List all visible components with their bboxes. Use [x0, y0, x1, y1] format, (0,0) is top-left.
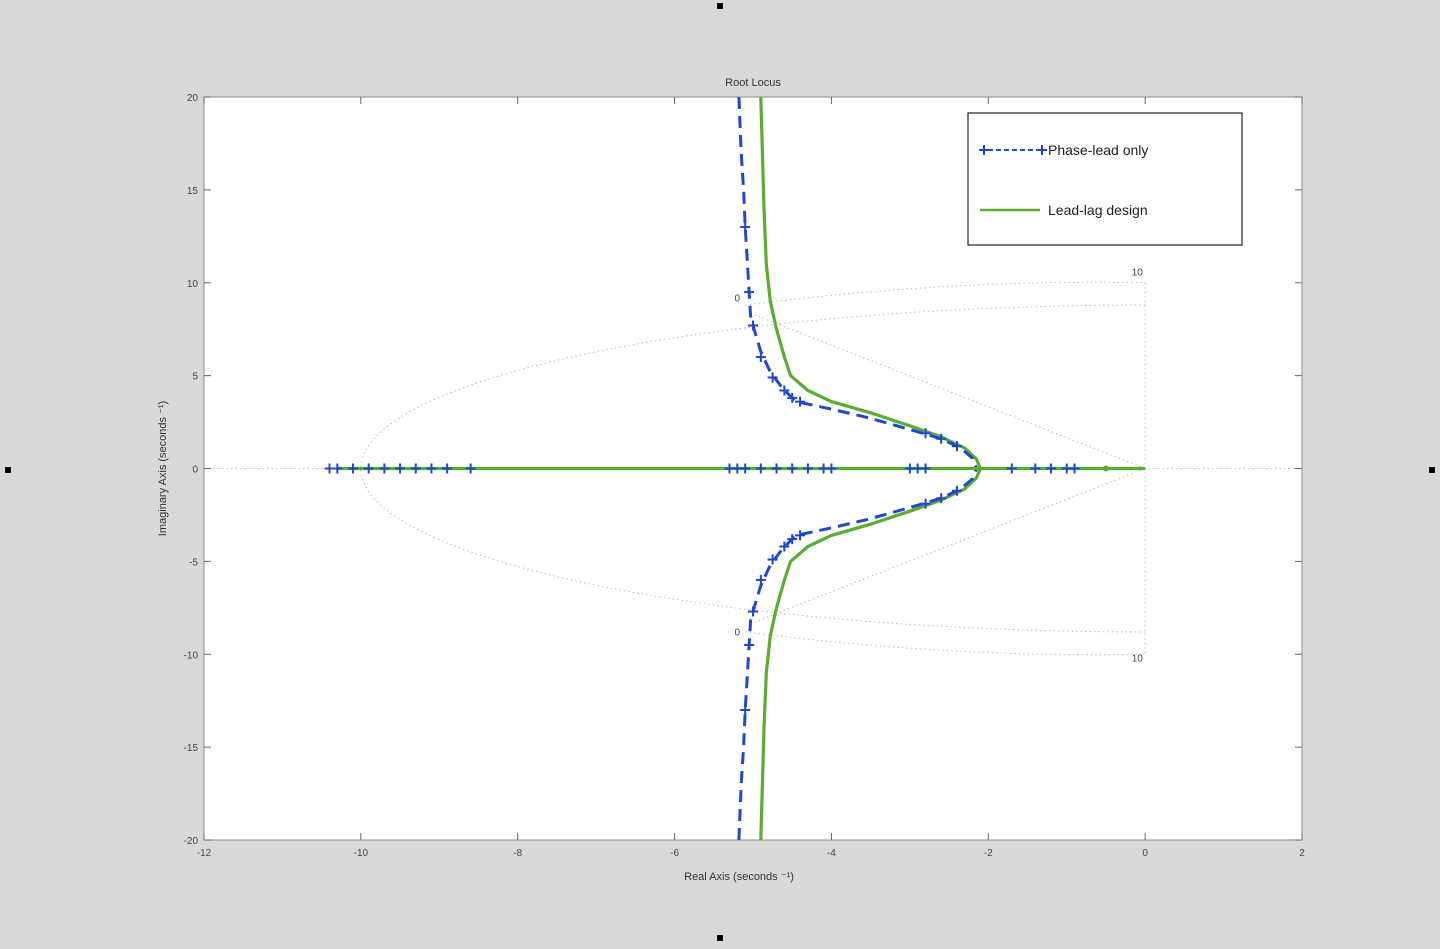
series-lead-lag-marker-0: [1102, 465, 1109, 472]
series-phase-lead-marker-10: [748, 606, 758, 617]
legend-marker-start: [979, 145, 989, 155]
grid-frequency-arc-top: [745, 281, 1146, 306]
y-tick-label: -5: [189, 557, 198, 568]
series-phase-lead-marker-5: [779, 385, 790, 396]
series-phase-lead-marker-15: [795, 530, 806, 541]
grid-annotation-label: 10: [1132, 267, 1144, 278]
series-phase-lead-marker-36: [771, 463, 782, 474]
legend[interactable]: Phase-lead only Lead-lag design: [967, 112, 1243, 246]
chart-title: Root Locus: [725, 77, 781, 89]
grid-damping-line-upper: [752, 313, 1146, 469]
y-tick-label: 5: [192, 372, 198, 383]
x-tick-label: -8: [513, 848, 522, 859]
x-tick-label: -4: [827, 848, 836, 859]
series-phase-lead-marker-4: [767, 372, 778, 383]
series-phase-lead-marker-12: [767, 554, 778, 565]
series-phase-lead-marker-44: [1006, 463, 1017, 474]
x-tick-label: 2: [1299, 848, 1305, 859]
series-lead-lag-branch-1: [759, 467, 982, 841]
legend-label-lead-lag: Lead-lag design: [1048, 202, 1148, 218]
selection-handle-2: [1429, 467, 1435, 473]
grid-damping-line-lower: [752, 468, 1146, 624]
grid-frequency-arc-bottom: [745, 631, 1146, 656]
legend-label-phase-lead: Phase-lead only: [1048, 142, 1148, 158]
series-phase-lead-marker-30: [442, 463, 453, 474]
series-phase-lead-marker-17: [936, 433, 947, 444]
y-tick-label: 10: [187, 279, 199, 290]
x-tick-label: -10: [354, 848, 369, 859]
y-tick-label: 15: [187, 186, 199, 197]
series-phase-lead-marker-40: [826, 463, 837, 474]
series-phase-lead-marker-8: [740, 704, 751, 715]
series-phase-lead-marker-46: [1046, 463, 1057, 474]
series-phase-lead-marker-0: [740, 222, 751, 233]
y-tick-label: 0: [192, 465, 198, 476]
series-phase-lead-marker-31: [465, 463, 476, 474]
y-tick-label: -15: [184, 743, 199, 754]
series-phase-lead-marker-14: [787, 534, 798, 545]
series-phase-lead-marker-13: [779, 541, 790, 552]
series-phase-lead-marker-43: [920, 463, 931, 474]
series-lead-lag-branch-0: [759, 96, 982, 470]
legend-markers-phase-lead: [979, 145, 1047, 155]
y-tick-label: -10: [184, 650, 199, 661]
series-phase-lead-marker-27: [395, 463, 406, 474]
series-phase-lead-marker-28: [410, 463, 421, 474]
selection-handle-0: [717, 3, 723, 9]
x-tick-label: -6: [670, 848, 679, 859]
series-phase-lead-marker-9: [744, 639, 755, 650]
legend-box: [967, 112, 1243, 246]
series-phase-lead-marker-16: [920, 428, 931, 439]
grid-annotation-label: 10: [1132, 654, 1144, 665]
selection-handle-1: [5, 467, 11, 473]
series-phase-lead-marker-19: [920, 498, 931, 509]
series-phase-lead-marker-38: [802, 463, 813, 474]
series-phase-lead-marker-11: [755, 574, 766, 585]
x-tick-label: -2: [984, 848, 993, 859]
grid-annotation-label: 0: [735, 628, 741, 639]
grid-annotation-label: 0: [735, 293, 741, 304]
series-phase-lead-marker-2: [748, 320, 758, 331]
series-phase-lead-marker-24: [348, 463, 359, 474]
selection-handle-3: [717, 935, 723, 941]
series-phase-lead-marker-7: [795, 396, 806, 407]
series-phase-lead-marker-6: [787, 392, 798, 403]
series-phase-lead-marker-34: [740, 463, 751, 474]
y-axis-label: Imaginary Axis (seconds ⁻¹): [157, 401, 169, 536]
grid-annotations: 10 0 0 10: [735, 267, 1144, 664]
series-phase-lead-marker-45: [1030, 463, 1041, 474]
series-phase-lead-marker-26: [379, 463, 390, 474]
series-phase-lead-marker-18: [951, 441, 962, 452]
series-phase-lead-marker-48: [1069, 463, 1080, 474]
series-phase-lead-marker-35: [755, 463, 766, 474]
series-phase-lead-marker-1: [744, 287, 755, 298]
y-tick-label: -20: [184, 836, 199, 847]
series-phase-lead-marker-20: [936, 493, 947, 504]
series-layer: [324, 96, 1146, 841]
selection-handles: [5, 3, 1435, 941]
series-phase-lead-marker-23: [332, 463, 343, 474]
y-tick-label: 20: [187, 93, 199, 104]
series-phase-lead-marker-29: [426, 463, 437, 474]
x-tick-label: 0: [1142, 848, 1148, 859]
series-phase-lead-marker-3: [755, 352, 766, 363]
x-tick-label: -12: [197, 848, 212, 859]
series-phase-lead-marker-37: [787, 463, 798, 474]
x-axis-label: Real Axis (seconds ⁻¹): [684, 871, 794, 883]
series-phase-lead-marker-21: [951, 485, 962, 496]
series-phase-lead-marker-25: [363, 463, 374, 474]
legend-marker-end: [1037, 145, 1047, 155]
